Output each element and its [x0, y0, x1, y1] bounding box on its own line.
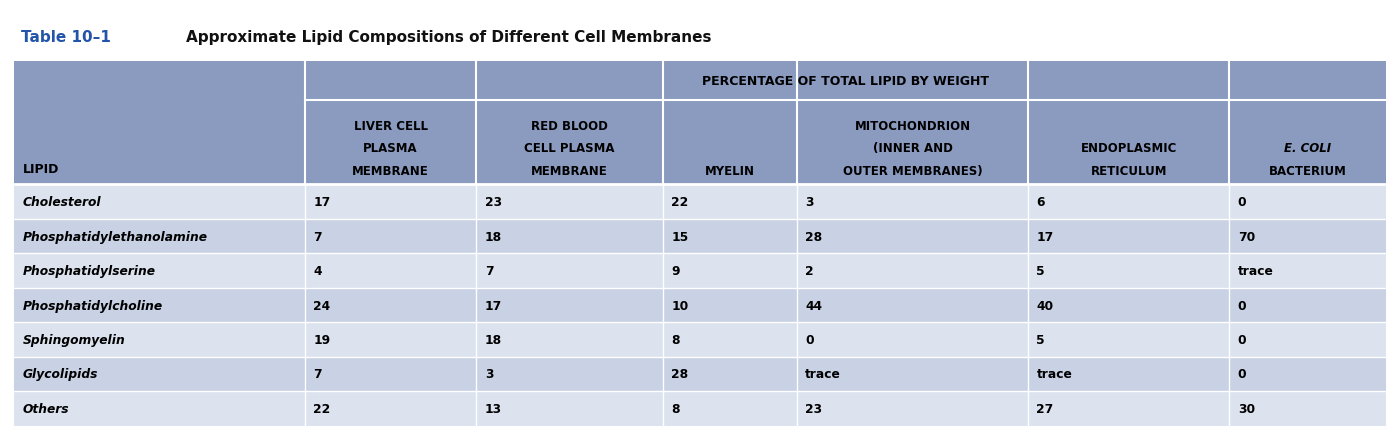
Text: 7: 7	[484, 264, 493, 277]
Text: CELL PLASMA: CELL PLASMA	[524, 142, 615, 155]
Bar	[14, 391, 1386, 426]
Bar	[14, 62, 1386, 101]
Text: MYELIN: MYELIN	[704, 164, 755, 177]
Text: 0: 0	[1238, 368, 1246, 381]
Text: 4: 4	[314, 264, 322, 277]
Text: 0: 0	[805, 333, 813, 346]
Text: 7: 7	[314, 368, 322, 381]
Text: 0: 0	[1238, 196, 1246, 209]
Text: PERCENTAGE OF TOTAL LIPID BY WEIGHT: PERCENTAGE OF TOTAL LIPID BY WEIGHT	[701, 75, 988, 88]
Text: 44: 44	[805, 299, 822, 312]
Text: 22: 22	[314, 402, 330, 415]
Text: 5: 5	[1036, 264, 1046, 277]
Text: 10: 10	[671, 299, 689, 312]
Text: 17: 17	[314, 196, 330, 209]
Text: 8: 8	[671, 333, 679, 346]
Text: 17: 17	[484, 299, 503, 312]
Bar	[14, 185, 1386, 219]
Bar	[14, 254, 1386, 288]
Text: E. COLI: E. COLI	[1284, 142, 1331, 155]
Bar	[14, 288, 1386, 322]
Bar	[14, 357, 1386, 391]
Text: 24: 24	[314, 299, 330, 312]
Text: ENDOPLASMIC: ENDOPLASMIC	[1081, 142, 1177, 155]
Text: 70: 70	[1238, 230, 1254, 243]
Text: 0: 0	[1238, 333, 1246, 346]
Text: 15: 15	[671, 230, 689, 243]
Text: 5: 5	[1036, 333, 1046, 346]
Text: 28: 28	[805, 230, 822, 243]
Bar	[14, 219, 1386, 254]
Text: Phosphatidylethanolamine: Phosphatidylethanolamine	[22, 230, 207, 243]
Text: Cholesterol: Cholesterol	[22, 196, 101, 209]
Text: RED BLOOD: RED BLOOD	[531, 120, 608, 132]
Text: 7: 7	[314, 230, 322, 243]
Text: 23: 23	[805, 402, 822, 415]
Text: PLASMA: PLASMA	[363, 142, 417, 155]
Text: Approximate Lipid Compositions of Different Cell Membranes: Approximate Lipid Compositions of Differ…	[186, 30, 711, 45]
Text: Phosphatidylserine: Phosphatidylserine	[22, 264, 155, 277]
Text: 18: 18	[484, 333, 501, 346]
Text: OUTER MEMBRANES): OUTER MEMBRANES)	[843, 164, 983, 177]
Text: 19: 19	[314, 333, 330, 346]
Text: 27: 27	[1036, 402, 1054, 415]
Text: 9: 9	[671, 264, 679, 277]
Text: Phosphatidylcholine: Phosphatidylcholine	[22, 299, 162, 312]
Text: trace: trace	[805, 368, 841, 381]
Text: 17: 17	[1036, 230, 1054, 243]
Text: 18: 18	[484, 230, 501, 243]
Text: MEMBRANE: MEMBRANE	[531, 164, 608, 177]
Text: MEMBRANE: MEMBRANE	[353, 164, 428, 177]
Text: LIVER CELL: LIVER CELL	[354, 120, 427, 132]
Bar	[14, 101, 1386, 185]
Bar	[14, 322, 1386, 357]
Text: 6: 6	[1036, 196, 1044, 209]
Text: Others: Others	[22, 402, 69, 415]
Text: LIPID: LIPID	[22, 163, 59, 175]
Text: BACTERIUM: BACTERIUM	[1268, 164, 1347, 177]
Text: (INNER AND: (INNER AND	[872, 142, 952, 155]
Text: 3: 3	[805, 196, 813, 209]
Bar	[14, 13, 1386, 62]
Text: Sphingomyelin: Sphingomyelin	[22, 333, 125, 346]
Text: 0: 0	[1238, 299, 1246, 312]
Text: 13: 13	[484, 402, 501, 415]
Text: 22: 22	[671, 196, 689, 209]
Text: 2: 2	[805, 264, 813, 277]
Text: 28: 28	[671, 368, 689, 381]
Text: RETICULUM: RETICULUM	[1091, 164, 1168, 177]
Text: MITOCHONDRION: MITOCHONDRION	[854, 120, 970, 132]
Text: 23: 23	[484, 196, 501, 209]
Text: 40: 40	[1036, 299, 1054, 312]
Text: 3: 3	[484, 368, 493, 381]
Text: trace: trace	[1238, 264, 1274, 277]
Text: Table 10–1: Table 10–1	[21, 30, 116, 45]
Text: 30: 30	[1238, 402, 1254, 415]
Text: Glycolipids: Glycolipids	[22, 368, 98, 381]
Text: 8: 8	[671, 402, 679, 415]
Text: trace: trace	[1036, 368, 1072, 381]
